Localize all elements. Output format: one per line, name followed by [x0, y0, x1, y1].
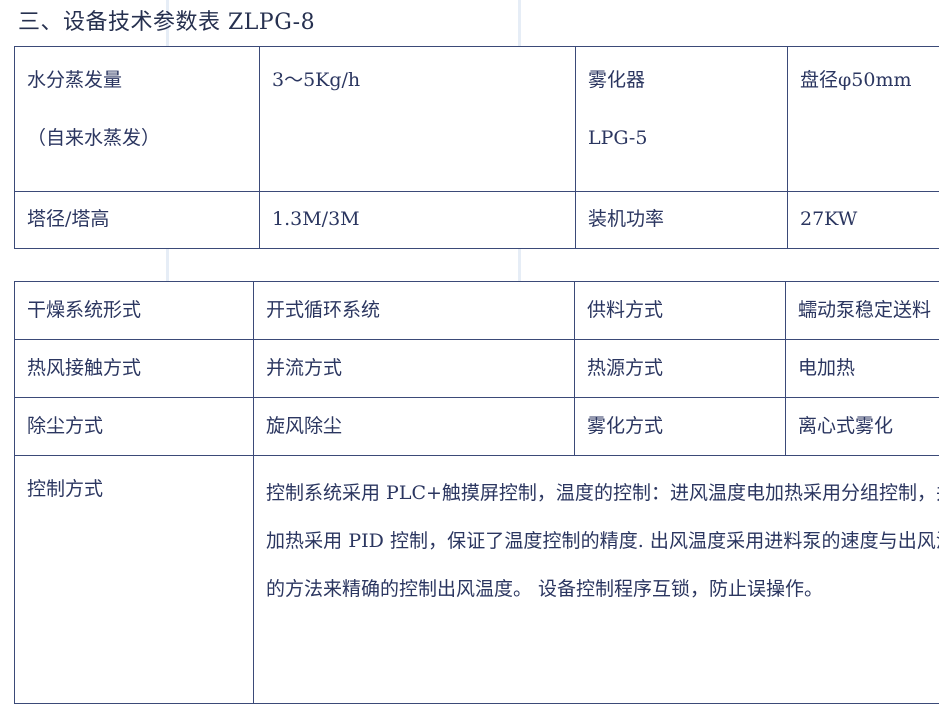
cell-label-installed-power: 装机功率 — [576, 192, 788, 249]
table-row: 干燥系统形式 开式循环系统 供料方式 蠕动泵稳定送料 — [15, 282, 939, 340]
label-line-1: 水分蒸发量 — [27, 69, 247, 93]
cell-value-drying-system: 开式循环系统 — [254, 282, 575, 340]
value-line-1: 盘径φ50mm — [800, 69, 939, 93]
spec-table-primary: 水分蒸发量 （自来水蒸发） 3～5Kg/h 雾化器 LPG-5 盘径φ50mm … — [14, 46, 939, 249]
table-row-control: 控制方式 控制系统采用 PLC+触摸屏控制，温度的控制：进风温度电加热采用分组控… — [15, 456, 939, 704]
cell-value-dust-removal: 旋风除尘 — [254, 398, 575, 456]
cell-value-feeding-method: 蠕动泵稳定送料 — [786, 282, 939, 340]
table-row: 水分蒸发量 （自来水蒸发） 3～5Kg/h 雾化器 LPG-5 盘径φ50mm — [15, 47, 939, 192]
table-row: 热风接触方式 并流方式 热源方式 电加热 — [15, 340, 939, 398]
table-row: 除尘方式 旋风除尘 雾化方式 离心式雾化 — [15, 398, 939, 456]
label-line-2: LPG-5 — [588, 127, 775, 151]
page-title: 三、设备技术参数表 ZLPG-8 — [18, 4, 315, 36]
value-line-1: 3～5Kg/h — [272, 69, 563, 93]
cell-label-tower-size: 塔径/塔高 — [15, 192, 260, 249]
cell-value-evaporation: 3～5Kg/h — [260, 47, 576, 192]
cell-label-dust-removal: 除尘方式 — [15, 398, 254, 456]
cell-label-control-method: 控制方式 — [15, 456, 254, 704]
cell-label-atomization-method: 雾化方式 — [575, 398, 786, 456]
label-line-1: 雾化器 — [588, 69, 775, 93]
spec-table-secondary: 干燥系统形式 开式循环系统 供料方式 蠕动泵稳定送料 热风接触方式 并流方式 热… — [14, 281, 939, 704]
cell-label-feeding-method: 供料方式 — [575, 282, 786, 340]
cell-value-atomizer: 盘径φ50mm — [788, 47, 939, 192]
cell-label-drying-system: 干燥系统形式 — [15, 282, 254, 340]
label-line-2: （自来水蒸发） — [27, 127, 247, 151]
cell-label-atomizer: 雾化器 LPG-5 — [576, 47, 788, 192]
cell-value-atomization-method: 离心式雾化 — [786, 398, 939, 456]
cell-label-hot-air-contact: 热风接触方式 — [15, 340, 254, 398]
table-row: 塔径/塔高 1.3M/3M 装机功率 27KW — [15, 192, 939, 249]
cell-label-heat-source: 热源方式 — [575, 340, 786, 398]
control-method-paragraph: 控制系统采用 PLC+触摸屏控制，温度的控制：进风温度电加热采用分组控制，并控制… — [266, 470, 939, 614]
cell-value-heat-source: 电加热 — [786, 340, 939, 398]
cell-value-tower-size: 1.3M/3M — [260, 192, 576, 249]
cell-value-hot-air-contact: 并流方式 — [254, 340, 575, 398]
cell-value-control-method: 控制系统采用 PLC+触摸屏控制，温度的控制：进风温度电加热采用分组控制，并控制… — [254, 456, 939, 704]
cell-value-installed-power: 27KW — [788, 192, 939, 249]
cell-label-evaporation: 水分蒸发量 （自来水蒸发） — [15, 47, 260, 192]
